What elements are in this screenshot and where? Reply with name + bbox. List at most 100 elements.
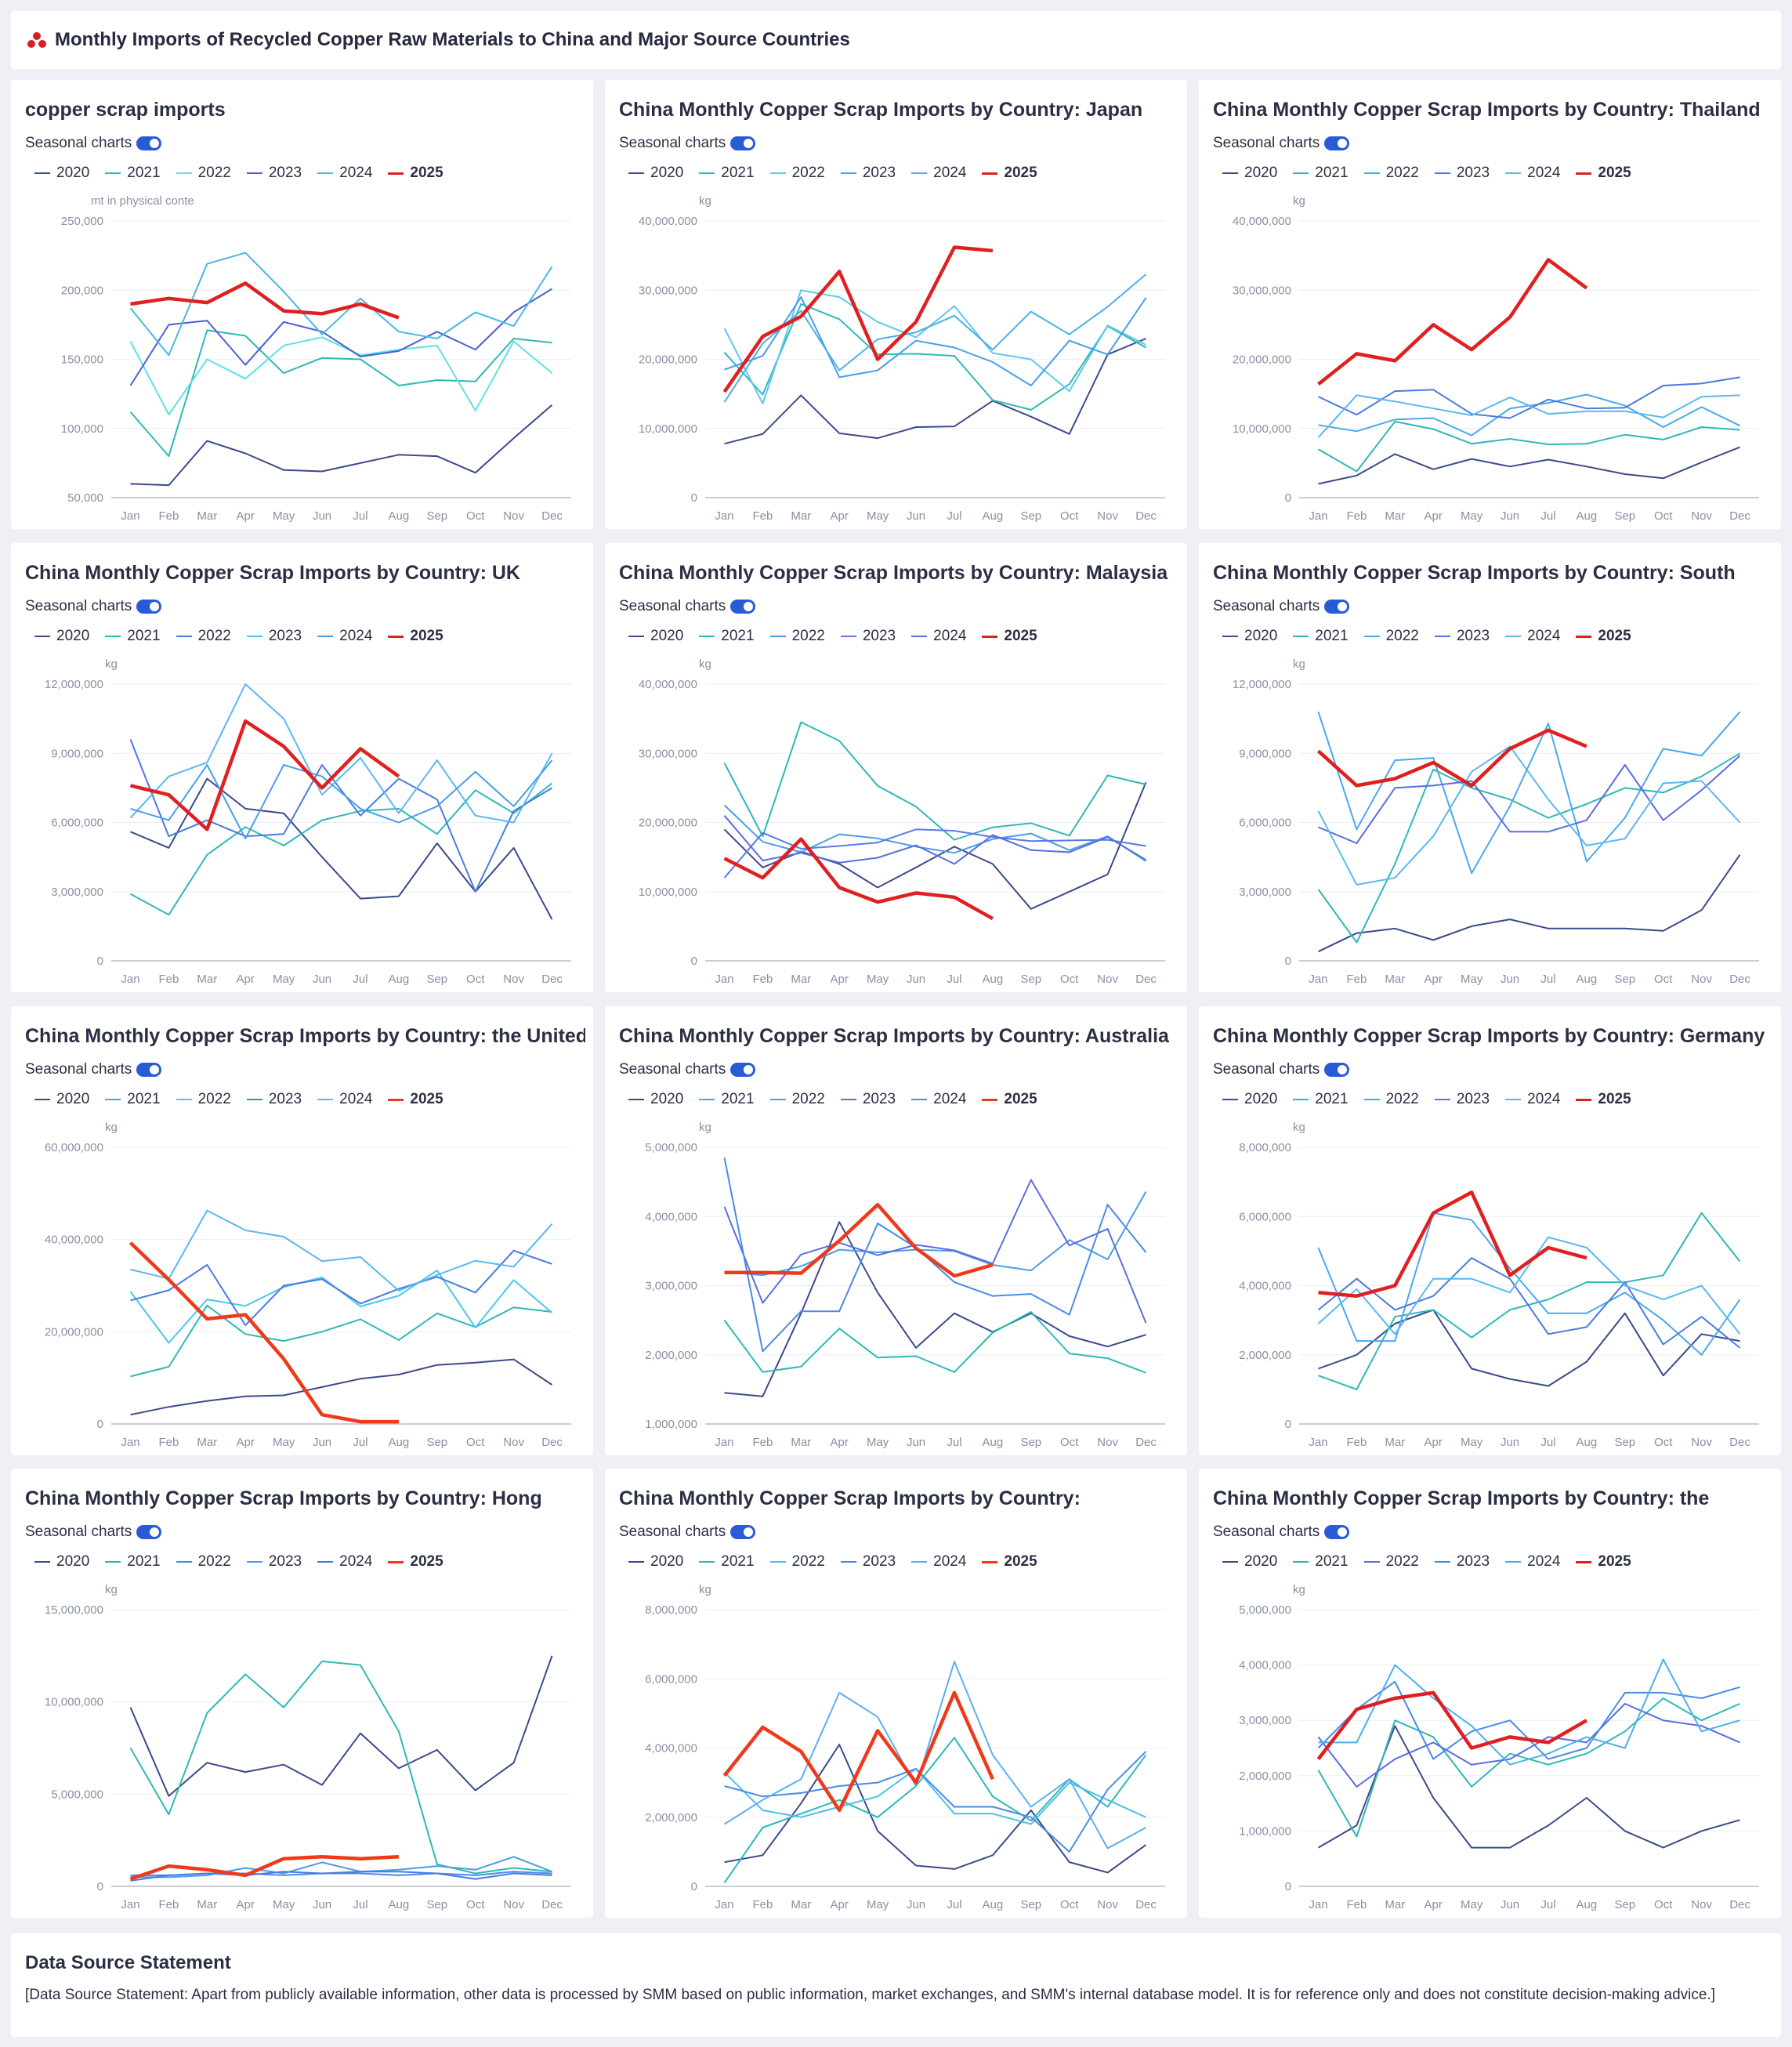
legend-item[interactable]: 2025 <box>1576 1553 1631 1571</box>
legend-item[interactable]: 2022 <box>1363 628 1419 645</box>
legend-item[interactable]: 2022 <box>1363 165 1419 182</box>
legend-item[interactable]: 2020 <box>34 1553 89 1571</box>
legend-item[interactable]: 2020 <box>628 628 683 645</box>
legend-item[interactable]: 2021 <box>1293 165 1349 182</box>
legend-item[interactable]: 2023 <box>246 628 302 645</box>
x-tick-label: Nov <box>1097 509 1118 523</box>
legend-item[interactable]: 2021 <box>699 628 755 645</box>
legend-item[interactable]: 2023 <box>1434 628 1490 645</box>
seasonal-charts-control: Seasonal charts <box>619 135 756 152</box>
legend-item[interactable]: 2025 <box>1576 628 1631 645</box>
legend-item[interactable]: 2021 <box>699 165 755 182</box>
legend-item[interactable]: 2025 <box>982 628 1037 645</box>
legend-item[interactable]: 2024 <box>317 165 372 182</box>
legend-item[interactable]: 2020 <box>628 1091 683 1108</box>
seasonal-toggle[interactable] <box>730 600 756 614</box>
legend-label: 2022 <box>791 1553 825 1570</box>
legend-item[interactable]: 2023 <box>246 1553 302 1571</box>
legend-item[interactable]: 2020 <box>1222 165 1277 182</box>
legend-item[interactable]: 2023 <box>246 165 302 182</box>
seasonal-toggle[interactable] <box>136 1063 162 1077</box>
legend-item[interactable]: 2024 <box>911 1091 966 1108</box>
legend-item[interactable]: 2021 <box>105 628 161 645</box>
x-tick-label: May <box>867 973 889 986</box>
legend-item[interactable]: 2023 <box>1434 1553 1490 1571</box>
legend-item[interactable]: 2025 <box>388 628 443 645</box>
legend-label: 2024 <box>933 165 967 181</box>
legend-item[interactable]: 2025 <box>982 1553 1037 1571</box>
legend-item[interactable]: 2021 <box>1293 628 1349 645</box>
legend-item[interactable]: 2021 <box>105 165 161 182</box>
y-axis-unit: kg <box>699 1121 711 1134</box>
legend-item[interactable]: 2021 <box>699 1553 755 1571</box>
legend-label: 2024 <box>339 628 373 644</box>
seasonal-toggle[interactable] <box>1324 1525 1350 1539</box>
legend-item[interactable]: 2024 <box>911 628 966 645</box>
legend-item[interactable]: 2025 <box>982 1091 1037 1108</box>
legend-swatch <box>911 172 928 174</box>
legend-item[interactable]: 2020 <box>628 1553 683 1571</box>
legend-item[interactable]: 2022 <box>769 1091 825 1108</box>
legend-item[interactable]: 2020 <box>1222 1553 1277 1571</box>
seasonal-toggle[interactable] <box>136 136 162 150</box>
legend-item[interactable]: 2025 <box>388 165 443 182</box>
legend-item[interactable]: 2021 <box>699 1091 755 1108</box>
legend-item[interactable]: 2023 <box>1434 1091 1490 1108</box>
legend-item[interactable]: 2022 <box>769 628 825 645</box>
legend-item[interactable]: 2022 <box>1363 1091 1419 1108</box>
x-tick-label: Apr <box>1425 1436 1443 1449</box>
legend-item[interactable]: 2025 <box>388 1091 443 1108</box>
legend-item[interactable]: 2023 <box>246 1091 302 1108</box>
legend-item[interactable]: 2020 <box>1222 1091 1277 1108</box>
legend-item[interactable]: 2024 <box>911 1553 966 1571</box>
legend-item[interactable]: 2021 <box>1293 1091 1349 1108</box>
legend-item[interactable]: 2020 <box>1222 628 1277 645</box>
legend-item[interactable]: 2024 <box>317 628 372 645</box>
seasonal-toggle[interactable] <box>136 1525 162 1539</box>
legend-item[interactable]: 2022 <box>769 165 825 182</box>
seasonal-toggle[interactable] <box>730 136 756 150</box>
legend-item[interactable]: 2024 <box>317 1091 372 1108</box>
legend-item[interactable]: 2022 <box>176 628 231 645</box>
legend-item[interactable]: 2020 <box>34 628 89 645</box>
x-tick-label: Jun <box>313 509 331 523</box>
legend-item[interactable]: 2021 <box>105 1091 161 1108</box>
legend-item[interactable]: 2024 <box>1505 165 1560 182</box>
legend-item[interactable]: 2024 <box>1505 1091 1560 1108</box>
legend-item[interactable]: 2025 <box>388 1553 443 1571</box>
legend-item[interactable]: 2023 <box>1434 165 1490 182</box>
seasonal-toggle[interactable] <box>136 600 162 614</box>
seasonal-toggle[interactable] <box>1324 600 1350 614</box>
legend-item[interactable]: 2022 <box>176 1553 231 1571</box>
x-tick-label: Oct <box>1060 509 1079 523</box>
legend-item[interactable]: 2023 <box>840 165 896 182</box>
legend-item[interactable]: 2023 <box>840 1553 896 1571</box>
legend-item[interactable]: 2024 <box>317 1553 372 1571</box>
legend-item[interactable]: 2022 <box>769 1553 825 1571</box>
legend-item[interactable]: 2020 <box>34 165 89 182</box>
legend-item[interactable]: 2024 <box>1505 628 1560 645</box>
legend-item[interactable]: 2022 <box>176 165 231 182</box>
series-line-2025 <box>1317 258 1588 386</box>
legend-item[interactable]: 2020 <box>34 1091 89 1108</box>
legend-swatch <box>176 1099 192 1100</box>
legend-item[interactable]: 2023 <box>840 628 896 645</box>
seasonal-toggle[interactable] <box>730 1525 756 1539</box>
legend-item[interactable]: 2021 <box>105 1553 161 1571</box>
seasonal-toggle[interactable] <box>1324 136 1350 150</box>
y-tick-label: 0 <box>1285 955 1291 968</box>
y-tick-label: 6,000,000 <box>1239 1210 1291 1223</box>
legend-item[interactable]: 2022 <box>176 1091 231 1108</box>
seasonal-toggle[interactable] <box>1324 1063 1350 1077</box>
legend-item[interactable]: 2022 <box>1363 1553 1419 1571</box>
legend-item[interactable]: 2024 <box>1505 1553 1560 1571</box>
legend-item[interactable]: 2021 <box>1293 1553 1349 1571</box>
legend-item[interactable]: 2024 <box>911 165 966 182</box>
legend-item[interactable]: 2025 <box>1576 1091 1631 1108</box>
legend-item[interactable]: 2025 <box>982 165 1037 182</box>
legend-item[interactable]: 2020 <box>628 165 683 182</box>
legend-item[interactable]: 2025 <box>1576 165 1631 182</box>
legend-label: 2021 <box>127 165 161 181</box>
legend-item[interactable]: 2023 <box>840 1091 896 1108</box>
seasonal-toggle[interactable] <box>730 1063 756 1077</box>
